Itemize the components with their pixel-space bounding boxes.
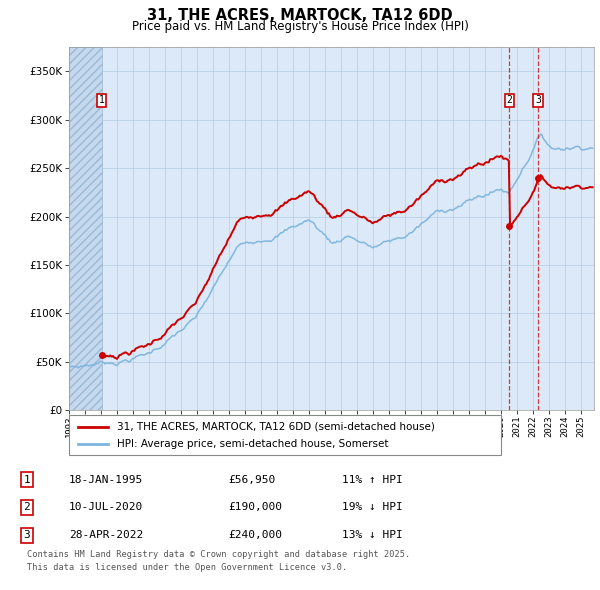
Text: Contains HM Land Registry data © Crown copyright and database right 2025.: Contains HM Land Registry data © Crown c… bbox=[27, 550, 410, 559]
Text: 3: 3 bbox=[23, 530, 31, 540]
Text: £240,000: £240,000 bbox=[228, 530, 282, 540]
Text: 28-APR-2022: 28-APR-2022 bbox=[69, 530, 143, 540]
Text: 2: 2 bbox=[23, 503, 31, 512]
Text: 13% ↓ HPI: 13% ↓ HPI bbox=[342, 530, 403, 540]
Text: 3: 3 bbox=[535, 96, 541, 106]
Text: £56,950: £56,950 bbox=[228, 475, 275, 484]
Text: £190,000: £190,000 bbox=[228, 503, 282, 512]
Text: 31, THE ACRES, MARTOCK, TA12 6DD: 31, THE ACRES, MARTOCK, TA12 6DD bbox=[147, 8, 453, 22]
Text: 2: 2 bbox=[506, 96, 512, 106]
Bar bbox=[69, 47, 102, 410]
Text: 11% ↑ HPI: 11% ↑ HPI bbox=[342, 475, 403, 484]
Text: 31, THE ACRES, MARTOCK, TA12 6DD (semi-detached house): 31, THE ACRES, MARTOCK, TA12 6DD (semi-d… bbox=[116, 422, 434, 432]
FancyBboxPatch shape bbox=[69, 415, 501, 455]
Text: 19% ↓ HPI: 19% ↓ HPI bbox=[342, 503, 403, 512]
Text: HPI: Average price, semi-detached house, Somerset: HPI: Average price, semi-detached house,… bbox=[116, 439, 388, 449]
Text: 18-JAN-1995: 18-JAN-1995 bbox=[69, 475, 143, 484]
Text: 10-JUL-2020: 10-JUL-2020 bbox=[69, 503, 143, 512]
Text: 1: 1 bbox=[23, 475, 31, 484]
Text: Price paid vs. HM Land Registry's House Price Index (HPI): Price paid vs. HM Land Registry's House … bbox=[131, 20, 469, 33]
Text: 1: 1 bbox=[99, 96, 105, 106]
Text: This data is licensed under the Open Government Licence v3.0.: This data is licensed under the Open Gov… bbox=[27, 563, 347, 572]
